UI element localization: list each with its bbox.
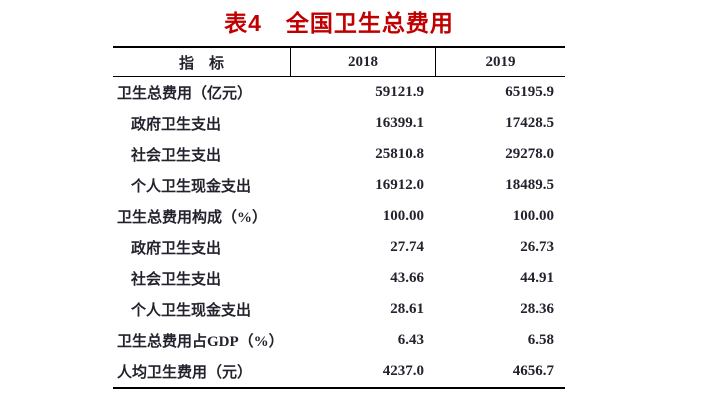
row-value-2018: 28.61: [390, 301, 424, 317]
table-row-personal-spending: 个人卫生现金支出 16912.0 18489.5: [113, 170, 565, 201]
row-value-2018: 100.00: [382, 208, 424, 224]
row-label: 卫生总费用（亿元）: [117, 86, 253, 102]
row-label: 个人卫生现金支出: [131, 303, 252, 319]
health-expenditure-table: 指 标 2018 2019 卫生总费用（亿元） 59121.9 65195.9 …: [113, 46, 565, 389]
row-value-2019: 4656.7: [512, 363, 554, 379]
table-row-government-spending: 政府卫生支出 16399.1 17428.5: [113, 108, 565, 139]
header-year-2018: 2018: [290, 48, 435, 76]
row-value-2018: 59121.9: [375, 84, 424, 100]
table-row-government-share: 政府卫生支出 27.74 26.73: [113, 232, 565, 263]
row-label: 卫生总费用构成（%）: [117, 210, 268, 226]
row-value-2019: 100.00: [512, 208, 554, 224]
table-row-per-capita: 人均卫生费用（元） 4237.0 4656.7: [113, 356, 565, 387]
row-label: 卫生总费用占GDP（%）: [117, 334, 284, 350]
row-value-2018: 4237.0: [382, 363, 424, 379]
row-value-2019: 26.73: [520, 239, 554, 255]
row-value-2019: 29278.0: [505, 146, 554, 162]
row-label: 个人卫生现金支出: [131, 179, 252, 195]
row-value-2019: 17428.5: [505, 115, 554, 131]
table-row-social-share: 社会卫生支出 43.66 44.91: [113, 263, 565, 294]
row-value-2019: 18489.5: [505, 177, 554, 193]
header-year-2019: 2019: [435, 48, 565, 76]
table-row-social-spending: 社会卫生支出 25810.8 29278.0: [113, 139, 565, 170]
row-label: 政府卫生支出: [131, 117, 222, 133]
table-row-composition: 卫生总费用构成（%） 100.00 100.00: [113, 201, 565, 232]
row-value-2019: 6.58: [527, 332, 554, 348]
table-row-personal-share: 个人卫生现金支出 28.61 28.36: [113, 294, 565, 325]
row-value-2019: 44.91: [520, 270, 554, 286]
row-value-2018: 16399.1: [375, 115, 424, 131]
header-indicator: 指 标: [178, 55, 224, 72]
table-row-gdp-share: 卫生总费用占GDP（%） 6.43 6.58: [113, 325, 565, 356]
table-body: 卫生总费用（亿元） 59121.9 65195.9 政府卫生支出 16399.1…: [113, 77, 565, 389]
row-value-2018: 25810.8: [375, 146, 424, 162]
table-header-row: 指 标 2018 2019: [113, 46, 565, 77]
row-value-2019: 28.36: [520, 301, 554, 317]
table-row-total-expenditure: 卫生总费用（亿元） 59121.9 65195.9: [113, 77, 565, 108]
row-label: 人均卫生费用（元）: [117, 365, 253, 381]
row-value-2018: 27.74: [390, 239, 424, 255]
row-value-2018: 6.43: [397, 332, 424, 348]
row-value-2018: 16912.0: [375, 177, 424, 193]
row-value-2019: 65195.9: [505, 84, 554, 100]
row-value-2018: 43.66: [390, 270, 424, 286]
table-title: 表4 全国卫生总费用: [224, 10, 454, 36]
row-label: 社会卫生支出: [131, 272, 222, 288]
row-label: 社会卫生支出: [131, 148, 222, 164]
row-label: 政府卫生支出: [131, 241, 222, 257]
